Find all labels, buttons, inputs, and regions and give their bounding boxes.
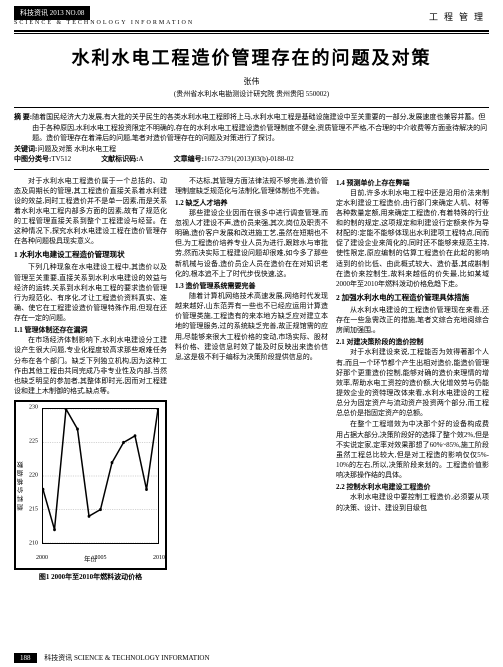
- subsection-heading: 1.3 造价管理系统需要完善: [175, 281, 328, 291]
- subsection-heading: 2.2 控制水利水电建设工程造价: [336, 482, 489, 492]
- issue-number: 2013 NO.08: [50, 9, 85, 17]
- header-divider: [14, 30, 489, 34]
- subsection-heading: 1.2 缺乏人才培养: [175, 198, 328, 208]
- body-text: 对于水利水电工程造价属于一个总括的、动态及周期长的管理,其工程造价直接关系着水利…: [14, 176, 167, 247]
- figure-1-chart: 燃料价格指数 210215220225230 200020052010 年份: [14, 400, 167, 570]
- abstract-block: 摘 要:随着国民经济大力发展,有大批的关乎民生的各类水利水电工程即将上马,水利水…: [14, 107, 489, 170]
- abstract-text: 随着国民经济大力发展,有大批的关乎民生的各类水利水电工程即将上马,水利水电工程是…: [32, 112, 489, 144]
- page-footer: 188 科技资讯 SCIENCE & TECHNOLOGY INFORMATIO…: [14, 653, 210, 663]
- body-text: 对于水利建设来说,工程能否为效得著那个人有,而且一个环节都个产生出相对造价,能造…: [336, 347, 489, 418]
- author-affiliation: (贵州省水利水电勘测设计研究院 贵州贵阳 550002): [0, 89, 503, 99]
- keywords-text: 问题及对策 水利水电工程: [37, 144, 116, 155]
- article-title: 水利水电工程造价管理存在的问题及对策: [0, 44, 503, 70]
- body-text: 那些建设企业因而在很多中进行调查管理,而忽视人才建设不声,造价员来强,其次,岗位…: [175, 208, 328, 279]
- clc-value: TV512: [51, 155, 71, 163]
- doccode-value: A: [139, 155, 144, 163]
- abstract-label: 摘 要:: [14, 112, 32, 144]
- column-1: 对于水利水电工程造价属于一个总括的、动态及周期长的管理,其工程造价直接关系着水利…: [14, 176, 167, 583]
- journal-header: 科技资讯 2013 NO.08 SCIENCE & TECHNOLOGY INF…: [0, 0, 503, 26]
- body-text: 从水利水电建设的工程造价管理现在来看,还存在一些急需改正的措施,笔者文综合充地阅…: [336, 305, 489, 335]
- column-3: 1.4 预测单价上存在弊端 目前,许多水利水电工程中还是沿用价法来制定水利建设工…: [336, 176, 489, 583]
- section-heading: 2 加强水利水电的工程造价管理具体措施: [336, 293, 489, 304]
- subsection-heading: 1.1 管理体制还存在漏洞: [14, 325, 167, 335]
- category-label: 工程管理: [429, 10, 489, 23]
- journal-name: 科技资讯: [20, 9, 48, 17]
- body-text: 不达标,其管理方面法律法规不够完善,造价管理制度缺乏规范化与法制化,管理体制也不…: [175, 176, 328, 196]
- articleno-label: 文章编号:: [174, 155, 204, 163]
- body-text: 下列几种现象在水电建设工程中,其造价以及管理至关重要,直接关系到水利水电建设的效…: [14, 262, 167, 323]
- doccode-label: 文献标识码:: [101, 155, 138, 163]
- subsection-heading: 2.1 对建决策阶段的造价控制: [336, 337, 489, 347]
- section-heading: 1 水利水电建设工程造价管理现状: [14, 250, 167, 261]
- journal-tag: 科技资讯 2013 NO.08: [14, 6, 90, 20]
- body-text: 水利水电建设中要控制工程造价,必须要从项的决策、设计、建设到目级包: [336, 492, 489, 512]
- body-text: 随着计算机网络技术高速发展,网络时代发现越来越好,山东范弄有一些也不已经应运用计…: [175, 291, 328, 362]
- figure-caption: 图1 2000年至2010年燃料波动价格: [14, 572, 167, 582]
- body-columns: 对于水利水电工程造价属于一个总括的、动态及周期长的管理,其工程造价直接关系着水利…: [14, 176, 489, 583]
- chart-plot-area: [42, 408, 159, 544]
- footer-text: 科技资讯 SCIENCE & TECHNOLOGY INFORMATION: [44, 654, 209, 662]
- clc-label: 中图分类号:: [14, 155, 51, 163]
- keywords-label: 关键词:: [14, 144, 37, 155]
- body-text: 在市场经济体制影响下,水利水电建设分工建设产生很大问题,专业化程度较高求那些艰难…: [14, 335, 167, 396]
- articleno-value: 1672-3791(2013)03(b)-0188-02: [204, 155, 294, 163]
- chart-y-ticks: 210215220225230: [20, 408, 40, 544]
- column-2: 不达标,其管理方面法律法规不够完善,造价管理制度缺乏规范化与法制化,管理体制也不…: [175, 176, 328, 583]
- page-number: 188: [14, 653, 37, 663]
- body-text: 在整个工程增效为中决那个好的设备构成费用占据大部分,决策阶段好的选择了整个效2%…: [336, 419, 489, 480]
- chart-line-svg: [43, 409, 158, 543]
- chart-x-label: 年份: [16, 555, 165, 564]
- body-text: 目前,许多水利水电工程中还是沿用价法来制定水利建设工程造价,由行部门来确定人机、…: [336, 188, 489, 289]
- subsection-heading: 1.4 预测单价上存在弊端: [336, 178, 489, 188]
- author-name: 张伟: [0, 76, 503, 87]
